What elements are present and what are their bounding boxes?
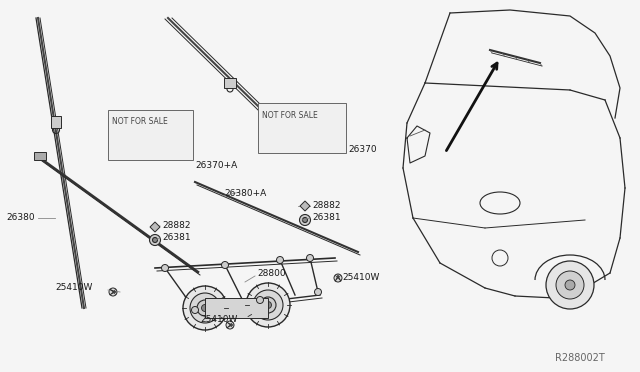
Circle shape (226, 321, 234, 329)
Text: 26370: 26370 (348, 145, 376, 154)
Bar (205, 298, 268, 318)
Circle shape (565, 280, 575, 290)
Circle shape (260, 297, 276, 313)
Text: R288002T: R288002T (555, 353, 605, 363)
Circle shape (197, 300, 213, 316)
Circle shape (303, 218, 307, 222)
Bar (34, 152, 46, 160)
Text: 26380: 26380 (6, 214, 35, 222)
Circle shape (334, 274, 342, 282)
Circle shape (307, 254, 314, 262)
Text: 28882: 28882 (162, 221, 191, 230)
Text: 26380+A: 26380+A (224, 189, 266, 198)
Polygon shape (150, 222, 160, 232)
Circle shape (150, 234, 161, 246)
Text: 26381: 26381 (162, 232, 191, 241)
Text: 28800: 28800 (257, 269, 285, 279)
Circle shape (221, 262, 228, 269)
Circle shape (264, 301, 271, 308)
Text: 26370+A: 26370+A (195, 160, 237, 170)
Text: NOT FOR SALE: NOT FOR SALE (262, 110, 317, 119)
Circle shape (183, 286, 227, 330)
Circle shape (191, 307, 198, 314)
Text: NOT FOR SALE: NOT FOR SALE (112, 118, 168, 126)
Circle shape (202, 305, 209, 311)
Bar (258, 103, 346, 153)
Text: 28882: 28882 (312, 201, 340, 209)
Circle shape (109, 288, 117, 296)
Bar (108, 110, 193, 160)
Text: 25410W: 25410W (55, 283, 92, 292)
Circle shape (546, 261, 594, 309)
Circle shape (246, 283, 290, 327)
Circle shape (190, 293, 220, 323)
Text: 25410W: 25410W (342, 273, 380, 282)
Bar (224, 78, 236, 88)
Circle shape (257, 296, 264, 304)
Circle shape (253, 290, 283, 320)
Circle shape (276, 257, 284, 263)
Polygon shape (300, 201, 310, 211)
Circle shape (314, 289, 321, 295)
Circle shape (161, 264, 168, 272)
Circle shape (300, 215, 310, 225)
Bar (51, 116, 61, 128)
Circle shape (152, 237, 157, 243)
Text: 25410W: 25410W (200, 315, 237, 324)
Text: 26381: 26381 (312, 212, 340, 221)
Circle shape (556, 271, 584, 299)
